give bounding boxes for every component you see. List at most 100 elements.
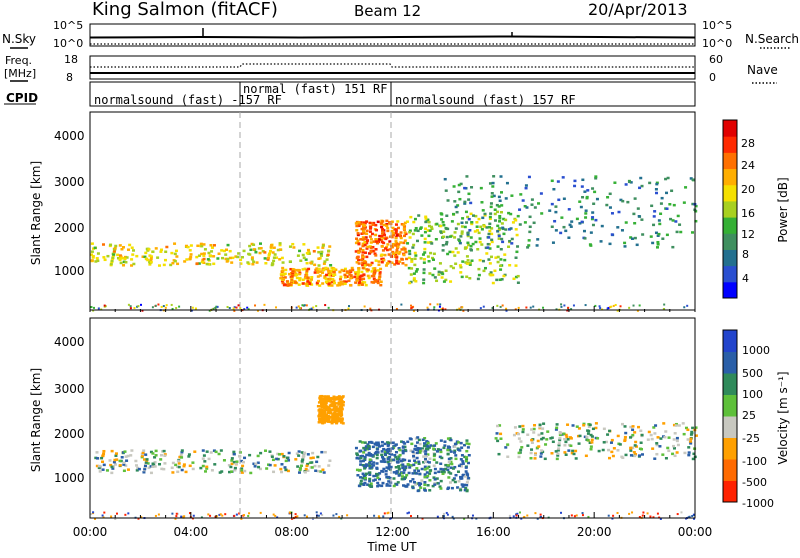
echo-cell xyxy=(491,185,495,188)
echo-cell xyxy=(400,440,404,443)
echo-cell xyxy=(446,468,450,472)
echo-cell xyxy=(341,282,345,286)
echo-cell xyxy=(254,462,258,466)
echo-cell xyxy=(575,217,579,221)
echo-cell xyxy=(373,252,377,256)
echo-cell xyxy=(442,235,446,239)
echo-cell xyxy=(385,262,389,265)
echo-cell xyxy=(367,276,371,280)
echo-cell xyxy=(465,175,469,178)
echo-cell xyxy=(375,228,379,232)
echo-cell xyxy=(187,455,191,458)
echo-cell xyxy=(135,254,139,258)
echo-cell xyxy=(428,229,432,232)
echo-cell xyxy=(478,258,482,262)
echo-cell xyxy=(686,438,690,441)
echo-cell xyxy=(162,467,166,471)
echo-cell xyxy=(477,267,481,271)
echo-cell xyxy=(629,236,633,239)
echo-cell xyxy=(329,400,333,403)
echo-cell xyxy=(422,258,426,261)
echo-cell xyxy=(581,195,585,199)
echo-cell xyxy=(371,267,375,270)
echo-cell xyxy=(358,484,362,488)
echo-cell xyxy=(428,478,432,482)
echo-cell xyxy=(258,251,262,255)
echo-cell xyxy=(174,249,178,253)
echo-cell xyxy=(373,267,377,270)
echo-cell xyxy=(221,514,224,517)
echo-cell xyxy=(475,225,479,228)
echo-cell xyxy=(287,451,291,455)
echo-cell xyxy=(637,454,641,457)
echo-cell xyxy=(495,432,499,435)
echo-cell xyxy=(324,304,327,307)
echo-cell xyxy=(297,454,301,457)
echo-cell xyxy=(427,234,431,238)
echo-cell xyxy=(656,243,660,246)
echo-cell xyxy=(406,242,410,245)
echo-cell xyxy=(424,227,428,230)
echo-cell xyxy=(675,451,679,454)
echo-cell xyxy=(637,425,641,429)
echo-cell xyxy=(444,278,448,282)
echo-cell xyxy=(570,514,573,517)
echo-cell xyxy=(333,273,337,277)
echo-cell xyxy=(480,201,484,204)
echo-cell xyxy=(368,467,372,470)
echo-cell xyxy=(332,267,336,271)
power-ytick-2000: 2000 xyxy=(54,221,85,235)
echo-cell xyxy=(409,437,413,441)
echo-cell xyxy=(396,220,400,223)
echo-cell xyxy=(664,430,668,433)
echo-cell xyxy=(608,429,612,433)
echo-cell xyxy=(376,220,380,224)
echo-cell xyxy=(602,427,606,431)
echo-cell xyxy=(379,238,383,242)
echo-cell xyxy=(507,211,511,215)
echo-cell xyxy=(118,258,122,262)
echo-cell xyxy=(641,514,644,517)
echo-cell xyxy=(180,468,184,472)
echo-cell xyxy=(317,414,321,418)
echo-cell xyxy=(306,453,310,456)
echo-cell xyxy=(452,185,456,188)
echo-cell xyxy=(337,398,341,401)
echo-cell xyxy=(363,243,367,247)
echo-cell xyxy=(200,252,204,256)
echo-cell xyxy=(376,448,380,451)
echo-cell xyxy=(333,405,337,408)
echo-cell xyxy=(414,280,418,283)
echo-cell xyxy=(400,258,404,261)
echo-cell xyxy=(378,477,382,481)
echo-cell xyxy=(423,483,427,487)
echo-cell xyxy=(438,305,441,308)
echo-cell xyxy=(404,232,408,236)
echo-cell xyxy=(401,446,405,449)
echo-cell xyxy=(216,305,219,308)
echo-cell xyxy=(320,254,324,257)
echo-cell xyxy=(253,465,257,468)
echo-cell xyxy=(391,447,395,450)
echo-cell xyxy=(524,186,528,190)
echo-cell xyxy=(605,440,609,444)
echo-cell xyxy=(137,305,140,308)
echo-cell xyxy=(589,447,593,451)
echo-cell xyxy=(394,236,398,240)
echo-cell xyxy=(394,228,398,231)
echo-cell xyxy=(563,437,567,441)
echo-cell xyxy=(509,227,513,230)
echo-cell xyxy=(240,256,244,259)
echo-cell xyxy=(361,266,365,270)
echo-cell xyxy=(369,263,373,267)
echo-cell xyxy=(122,463,126,466)
echo-cell xyxy=(408,236,412,239)
echo-cell xyxy=(145,458,149,461)
echo-cell xyxy=(481,216,485,220)
echo-cell xyxy=(470,186,474,189)
echo-cell xyxy=(357,457,361,460)
echo-cell xyxy=(153,465,157,468)
echo-cell xyxy=(363,305,366,308)
echo-cell xyxy=(539,455,543,458)
echo-cell xyxy=(368,471,372,474)
